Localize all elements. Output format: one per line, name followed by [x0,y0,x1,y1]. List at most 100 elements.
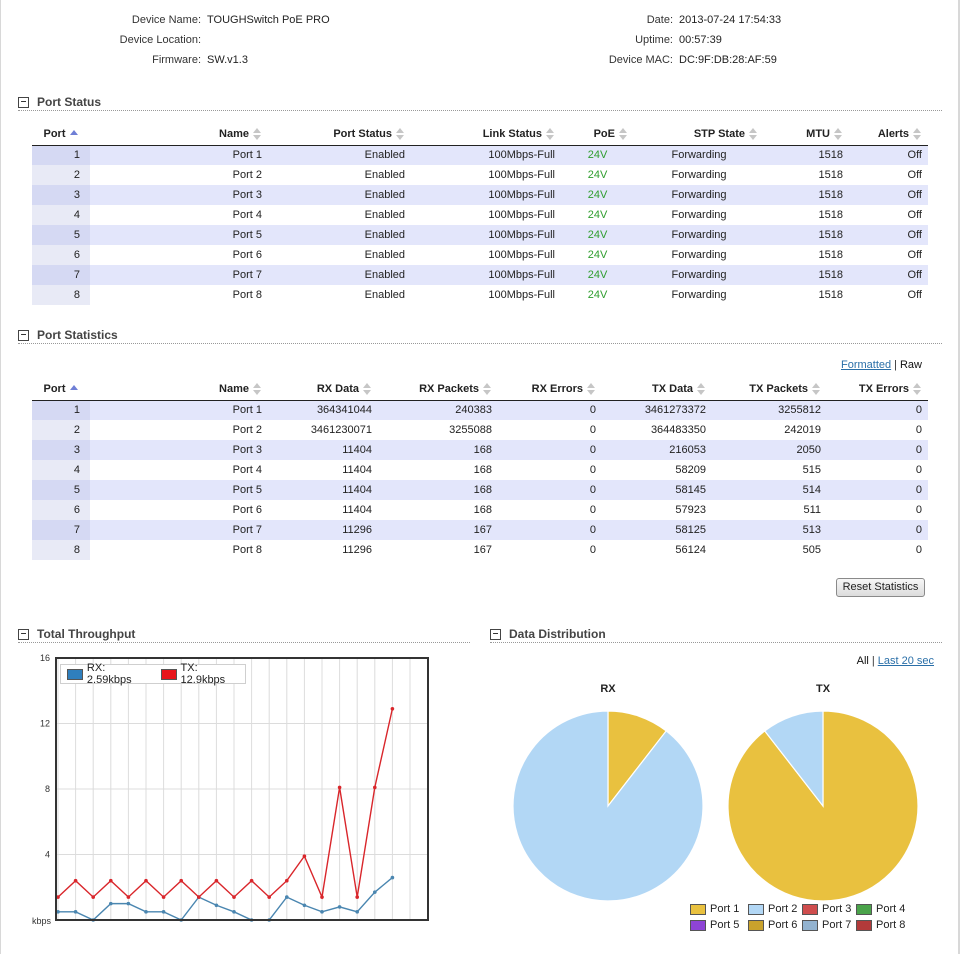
table-row[interactable]: 3 Port 3 Enabled 100Mbps-Full 24V Forwarding 1… [32,185,928,205]
column-header[interactable]: Port [32,379,90,401]
column-header[interactable]: STP State [634,124,764,146]
table-row[interactable]: 1 Port 1 364341044 240383 0 3461273372 3255812… [32,400,928,420]
port-number-cell: 4 [32,205,90,225]
legend-swatch [748,919,764,931]
table-row[interactable]: 3 Port 3 11404 168 0 216053 2050 0 [32,440,928,460]
column-header[interactable]: RX Packets [378,379,498,401]
table-cell: 216053 [602,440,712,460]
table-row[interactable]: 1 Port 1 Enabled 100Mbps-Full 24V Forwarding 1… [32,145,928,165]
table-cell: 100Mbps-Full [411,205,561,225]
sort-icon [545,128,555,141]
table-cell: 1518 [764,165,849,185]
column-header-label: TX Errors [858,383,909,396]
table-row[interactable]: 6 Port 6 Enabled 100Mbps-Full 24V Forwarding 1… [32,245,928,265]
column-header[interactable]: Link Status [411,124,561,146]
column-header-label: Alerts [877,128,909,141]
device-name-value: TOUGHSwitch PoE PRO [207,14,330,26]
table-cell: 100Mbps-Full [411,245,561,265]
column-header[interactable]: RX Data [268,379,378,401]
table-cell: 0 [827,420,928,440]
port-statistics-table: Port Name RX Data RX Packets RX Errors TX Dat… [32,379,928,560]
column-header[interactable]: Port Status [268,124,411,146]
last-20-sec-link[interactable]: Last 20 sec [877,655,934,667]
sort-icon [912,128,922,141]
table-row[interactable]: 2 Port 2 3461230071 3255088 0 364483350 242019… [32,420,928,440]
date-row: Date: 2013-07-24 17:54:33 [560,14,781,34]
legend-label: TX: 12.9kbps [180,662,226,686]
collapse-toggle-port-statistics[interactable]: – [18,330,29,341]
column-header[interactable]: TX Errors [827,379,928,401]
table-row[interactable]: 6 Port 6 11404 168 0 57923 511 0 [32,500,928,520]
table-cell: Port 6 [90,245,268,265]
rx-data-point [232,910,236,914]
table-row[interactable]: 4 Port 4 11404 168 0 58209 515 0 [32,460,928,480]
firmware-value: SW.v1.3 [207,54,248,66]
table-cell: Forwarding [634,285,764,305]
column-header[interactable]: TX Data [602,379,712,401]
collapse-toggle-port-status[interactable]: – [18,97,29,108]
firmware-row: Firmware: SW.v1.3 [60,54,330,74]
column-header[interactable]: Alerts [849,124,928,146]
tx-data-point [390,706,395,711]
sort-ascending-icon [69,383,79,395]
column-header[interactable]: Name [90,124,268,146]
rx-data-point [56,910,60,914]
table-row[interactable]: 8 Port 8 11296 167 0 56124 505 0 [32,540,928,560]
table-row[interactable]: 5 Port 5 Enabled 100Mbps-Full 24V Forwarding 1… [32,225,928,245]
column-header[interactable]: Name [90,379,268,401]
collapse-toggle-throughput[interactable]: – [18,629,29,640]
table-cell: 511 [712,500,827,520]
table-row[interactable]: 5 Port 5 11404 168 0 58145 514 0 [32,480,928,500]
port-number-cell: 6 [32,245,90,265]
table-cell: 514 [712,480,827,500]
column-header[interactable]: RX Errors [498,379,602,401]
table-cell: Port 7 [90,520,268,540]
rx-data-point [214,903,219,908]
column-header-label: Link Status [482,128,542,141]
table-row[interactable]: 7 Port 7 11296 167 0 58125 513 0 [32,520,928,540]
rx-data-point [337,905,342,909]
separator: | [894,359,897,371]
table-cell: 24V [561,265,634,285]
column-header-label: RX Errors [531,383,583,396]
reset-statistics-button[interactable]: Reset Statistics [836,578,925,597]
port-number-cell: 2 [32,420,90,440]
tx-data-point [337,785,342,790]
table-row[interactable]: 8 Port 8 Enabled 100Mbps-Full 24V Forwarding 1… [32,285,928,305]
table-cell: 0 [498,460,602,480]
formatted-link[interactable]: Formatted [840,359,892,371]
table-cell: 0 [498,540,602,560]
legend-swatch [856,919,872,931]
table-cell: 0 [827,520,928,540]
section-title: Port Statistics [37,328,118,342]
table-row[interactable]: 7 Port 7 Enabled 100Mbps-Full 24V Forwarding 1… [32,265,928,285]
y-tick-label: 4 [45,850,50,860]
table-cell: 0 [498,500,602,520]
column-header[interactable]: PoE [561,124,634,146]
table-row[interactable]: 4 Port 4 Enabled 100Mbps-Full 24V Forwarding 1… [32,205,928,225]
legend-item: Port 8 [856,919,910,931]
section-title: Total Throughput [37,627,136,641]
legend-swatch [856,903,872,915]
collapse-toggle-distribution[interactable]: – [490,629,501,640]
table-cell: Forwarding [634,245,764,265]
rx-pie-chart [512,710,704,902]
column-header[interactable]: MTU [764,124,849,146]
column-header[interactable]: Port [32,124,90,146]
uptime-row: Uptime: 00:57:39 [560,34,781,54]
legend-swatch [748,903,764,915]
port-number-cell: 1 [32,400,90,420]
table-cell: 1518 [764,225,849,245]
rx-data-point [355,910,360,914]
port-number-cell: 2 [32,165,90,185]
table-cell: 505 [712,540,827,560]
column-header-label: MTU [806,128,830,141]
legend-item-rx: RX: 2.59kbps [67,662,153,686]
table-cell: 11404 [268,480,378,500]
table-cell: 100Mbps-Full [411,225,561,245]
column-header[interactable]: TX Packets [712,379,827,401]
table-cell: Off [849,285,928,305]
rx-data-point [161,910,166,914]
table-row[interactable]: 2 Port 2 Enabled 100Mbps-Full 24V Forwarding 1… [32,165,928,185]
firmware-label: Firmware: [152,54,201,66]
